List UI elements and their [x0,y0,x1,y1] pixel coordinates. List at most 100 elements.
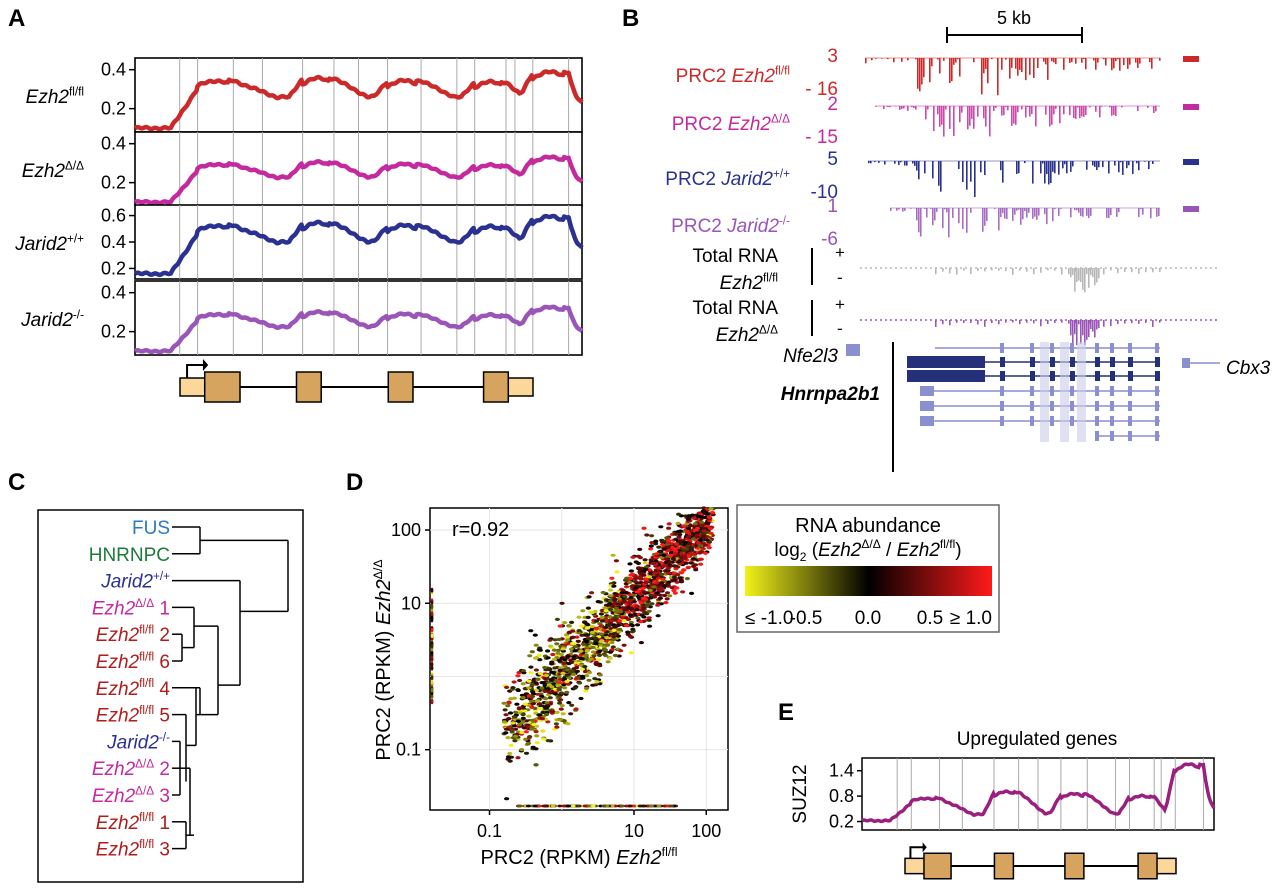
signal-bar [1059,106,1061,123]
signal-bar [1069,106,1071,115]
dendrogram-leaf-label: Ezh2fl/fl 5 [96,704,170,727]
signal-bar [1027,106,1029,107]
signal-bar [1045,58,1047,64]
scatter-point-floor [566,805,571,808]
transcript-exon-block [1095,343,1099,353]
signal-bar [969,106,971,126]
scatter-point [559,691,564,694]
scatter-point [512,715,517,718]
scatter-point [594,627,599,630]
scatter-point [598,673,603,676]
scatter-point [547,691,552,694]
scatter-point [564,680,569,683]
signal-bar [987,58,989,83]
track-label-b-0: PRC2 Ezh2fl/fl [676,64,790,87]
scatter-point [634,608,639,611]
transcript-exon-block [1095,431,1099,441]
gene-exon-box [1065,853,1084,879]
scatter-point [547,639,552,642]
rna-signal-bar [956,320,958,323]
signal-bar [991,58,993,59]
scatter-point [687,552,692,555]
scatter-point [649,544,654,547]
track-label-b-3: PRC2 Jarid2-/- [671,214,790,237]
scatter-point [600,616,605,619]
scatter-point [599,632,604,635]
signal-bar [1114,161,1116,166]
scatter-point [535,678,540,681]
signal-bar [1032,208,1034,219]
scatter-point [587,671,592,674]
scatter-point [680,590,685,593]
signal-bar [1081,58,1083,63]
signal-bar [898,208,900,210]
y-tick-label: 0.2 [101,258,126,278]
scatter-point [611,645,616,648]
signal-bar [1108,161,1110,173]
rna-signal-bar [1145,320,1147,323]
scatter-point [630,556,635,559]
scatter-point [608,615,613,618]
scatter-point [562,621,567,624]
signal-bar [870,161,872,163]
scatter-point-wall [431,675,434,680]
scatter-point [641,527,646,530]
signal-bar [1062,161,1064,168]
signal-bar [939,106,941,127]
scatter-point [578,649,583,652]
dendrogram-leaf-label: Ezh2fl/fl 1 [96,811,170,834]
scatter-point [560,704,565,707]
scatter-point [552,649,557,652]
scatter-point [594,680,599,683]
signal-bar [1137,106,1139,111]
signal-bar [1000,161,1002,170]
scatter-point [620,616,625,619]
signal-bar [917,58,919,89]
transcript-exon-block [1095,416,1099,426]
transcript-exon-block [1030,416,1034,426]
scatter-point [674,542,679,545]
scatter-point [659,539,664,542]
signal-bar [1078,208,1080,213]
scatter-point [597,650,602,653]
scatter-point [686,518,691,521]
rna-signal-bar [991,268,993,270]
scatter-point [608,622,613,625]
dendrogram-leaf-label: Ezh2fl/fl 3 [96,838,170,861]
signal-bar [994,208,996,209]
signal-bar [1088,208,1090,218]
signal-bar [1033,58,1035,78]
signal-bar [1118,208,1120,212]
rna-signal-bar [1082,268,1084,273]
scatter-point [617,628,622,631]
signal-bar [1085,58,1087,69]
dendrogram-leaf-label: HNRNPC [89,545,170,566]
signal-bar [1138,208,1140,217]
scatter-point [601,591,606,594]
signal-bar [1044,208,1046,214]
transcript-exon-block [1095,401,1099,411]
rna-signal-bar [1054,320,1056,323]
scatter-point [586,679,591,682]
scatter-point [661,554,666,557]
transcript-exon-block [1000,386,1004,396]
scatter-point [608,594,613,597]
scatter-point [565,722,570,725]
scatter-point [611,554,616,557]
colorbar-tick-label: 0.0 [855,608,881,629]
scatter-point [572,686,577,689]
signal-bar [1066,161,1068,173]
signal-bar [1090,208,1092,216]
scatter-point [539,681,544,684]
scatter-point [626,618,631,621]
scatter-point [581,643,586,646]
scatter-point [512,739,517,742]
transcript-exon-block [1000,343,1004,353]
scatter-point [685,577,690,580]
signal-bar [875,58,877,59]
transcript-exon-block [1000,371,1005,381]
rna-signal-bar [1080,268,1082,282]
signal-bar-right [1183,104,1199,110]
scatter-point [671,557,676,560]
y-axis-label: PRC2 (RPKM) Ezh2Δ/Δ [371,559,395,760]
